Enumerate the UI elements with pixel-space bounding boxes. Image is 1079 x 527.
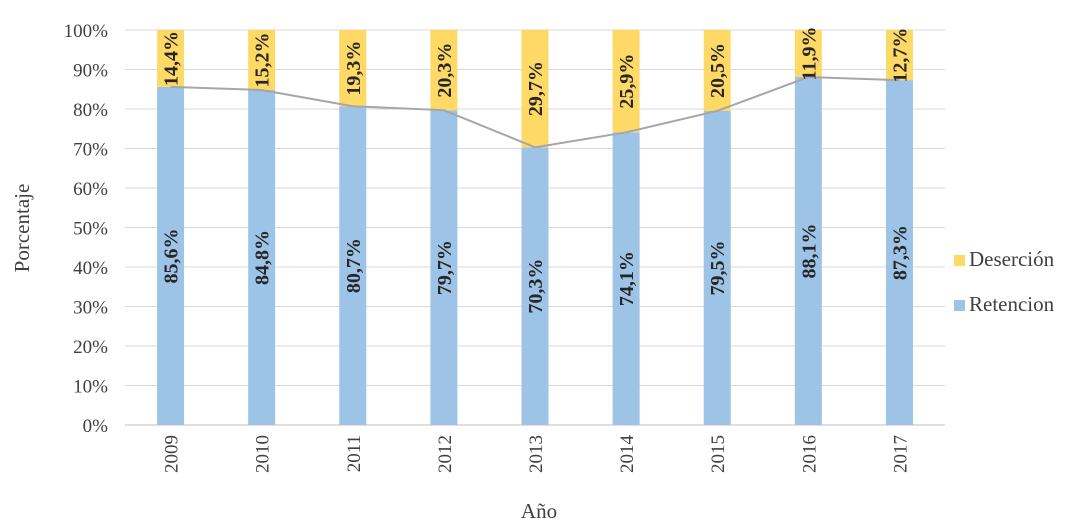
y-axis: 0% 10% 20% 30% 40% 50% 60% 70% 80% 90% 100% xyxy=(64,21,109,437)
y-tick-label: 100% xyxy=(64,21,109,42)
bar-desercion xyxy=(885,30,913,81)
data-label-retencion: 88,1% xyxy=(798,224,820,279)
bar-retencion xyxy=(430,110,458,425)
data-label-retencion: 79,7% xyxy=(434,240,456,295)
bar-desercion xyxy=(339,30,367,107)
x-tick-label: 2009 xyxy=(162,435,183,473)
bar-desercion xyxy=(157,30,185,87)
x-tick-label: 2011 xyxy=(344,435,365,472)
data-label-retencion: 84,8% xyxy=(252,230,274,285)
bar-retencion xyxy=(339,106,367,426)
bars xyxy=(157,30,913,426)
data-label-retencion: 79,5% xyxy=(707,240,729,295)
y-tick-label: 60% xyxy=(73,179,108,200)
data-label-desercion: 11,9% xyxy=(798,27,820,81)
data-label-desercion: 15,2% xyxy=(252,33,274,88)
data-label-desercion: 25,9% xyxy=(616,54,638,109)
data-label-desercion: 19,3% xyxy=(343,41,365,96)
trend-line xyxy=(170,75,900,149)
y-tick-label: 80% xyxy=(73,100,108,121)
x-tick-label: 2014 xyxy=(617,435,638,474)
x-tick-label: 2012 xyxy=(435,435,456,473)
data-label-desercion: 20,5% xyxy=(707,43,729,98)
y-axis-title: Porcentaje xyxy=(10,184,34,273)
x-tick-label: 2013 xyxy=(526,435,547,473)
y-tick-label: 30% xyxy=(73,298,108,319)
x-axis-title: Año xyxy=(521,499,557,523)
y-tick-label: 20% xyxy=(73,337,108,358)
y-tick-label: 0% xyxy=(83,416,109,437)
data-label-desercion: 14,4% xyxy=(161,31,183,86)
bar-retencion xyxy=(794,77,822,425)
x-tick-label: 2015 xyxy=(708,435,729,473)
bar-desercion xyxy=(521,30,549,148)
legend-swatch xyxy=(954,255,965,266)
data-label-retencion: 87,3% xyxy=(889,225,911,280)
retention-trend-line xyxy=(170,75,900,149)
x-tick-label: 2010 xyxy=(253,435,274,473)
data-labels: 85,6% 14,4% 84,8% 15,2% 80,7% 19,3% 79,7% 20,3%… xyxy=(161,27,912,314)
bar-retencion xyxy=(612,132,640,425)
x-tick-label: 2016 xyxy=(799,435,820,473)
bar-retencion xyxy=(521,147,549,425)
legend-label: Retencion xyxy=(969,292,1055,316)
bar-desercion xyxy=(612,30,640,133)
bar-desercion xyxy=(703,30,731,111)
legend: Deserción Retencion xyxy=(954,247,1055,316)
y-tick-label: 90% xyxy=(73,61,108,82)
data-label-desercion: 29,7% xyxy=(525,61,547,116)
data-label-retencion: 70,3% xyxy=(525,259,547,314)
bar-retencion xyxy=(885,80,913,425)
bar-retencion xyxy=(157,86,185,425)
y-tick-label: 40% xyxy=(73,258,108,279)
bar-retencion xyxy=(703,110,731,425)
x-axis: 2009 2010 2011 2012 2013 2014 2015 2016 2017 xyxy=(162,435,912,474)
bar-retencion xyxy=(248,90,276,425)
bar-desercion xyxy=(248,30,276,91)
legend-label: Deserción xyxy=(969,247,1055,271)
data-label-desercion: 20,3% xyxy=(434,43,456,98)
y-tick-label: 10% xyxy=(73,377,108,398)
data-label-retencion: 74,1% xyxy=(616,251,638,306)
bar-desercion xyxy=(794,30,822,78)
legend-swatch xyxy=(954,300,965,311)
data-label-desercion: 12,7% xyxy=(889,28,911,83)
y-tick-label: 50% xyxy=(73,219,108,240)
data-label-retencion: 80,7% xyxy=(343,238,365,293)
bar-desercion xyxy=(430,30,458,111)
x-tick-label: 2017 xyxy=(890,435,911,473)
data-label-retencion: 85,6% xyxy=(161,228,183,283)
y-tick-label: 70% xyxy=(73,140,108,161)
